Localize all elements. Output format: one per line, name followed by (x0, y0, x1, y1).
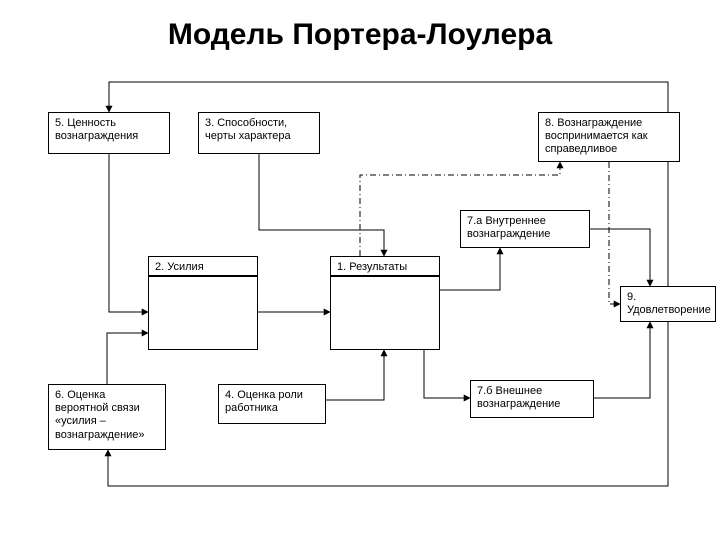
node-n7a: 7.а Внутреннее вознаграждение (460, 210, 590, 248)
edge-n4-l1 (326, 350, 384, 400)
edge-l1-n7b (424, 350, 470, 398)
edge-n3-l1 (259, 154, 384, 256)
node-n4: 4. Оценка роли работника (218, 384, 326, 424)
node-l1 (330, 276, 440, 350)
node-n8: 8. Вознаграждение воспринимается как спр… (538, 112, 680, 162)
diagram-title: Модель Портера-Лоулера (0, 18, 720, 52)
edge-n8-n9 (609, 162, 620, 304)
edge-n7a-n9 (590, 229, 650, 286)
diagram-canvas: Модель Портера-Лоулера 5. Ценность возна… (0, 0, 720, 540)
node-l2 (148, 276, 258, 350)
edge-n7b-n9 (594, 322, 650, 398)
edge-l1-n7a (440, 248, 500, 290)
edge-n5-l2 (109, 154, 148, 312)
node-n6: 6. Оценка вероятной связи «усилия – возн… (48, 384, 166, 450)
edge-n6-l2 (107, 333, 148, 384)
node-n2: 2. Усилия (148, 256, 258, 276)
node-n7b: 7.б Внешнее вознаграждение (470, 380, 594, 418)
node-n5: 5. Ценность вознаграждения (48, 112, 170, 154)
node-n3: 3. Способности, черты характера (198, 112, 320, 154)
node-n9: 9. Удовлетворение (620, 286, 716, 322)
node-n1: 1. Результаты (330, 256, 440, 276)
